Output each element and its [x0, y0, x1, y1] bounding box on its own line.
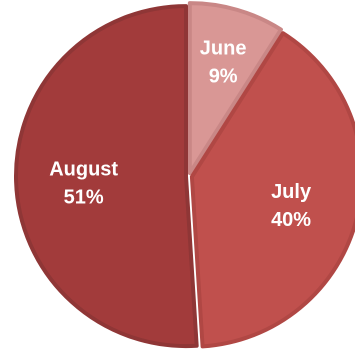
pie-slices: [14, 1, 355, 349]
slice-value-july: 40%: [271, 209, 311, 231]
pie-labels: June 9% July 40% August 51%: [49, 37, 312, 231]
pie-slice-july: [189, 31, 355, 349]
slice-label-july: July: [271, 181, 312, 203]
slice-label-august: August: [49, 158, 118, 180]
slice-label-june: June: [200, 37, 247, 59]
slice-value-august: 51%: [64, 186, 104, 208]
pie-slice-august: [14, 4, 199, 349]
slice-value-june: 9%: [209, 65, 238, 87]
pie-slice-june: [187, 1, 283, 176]
